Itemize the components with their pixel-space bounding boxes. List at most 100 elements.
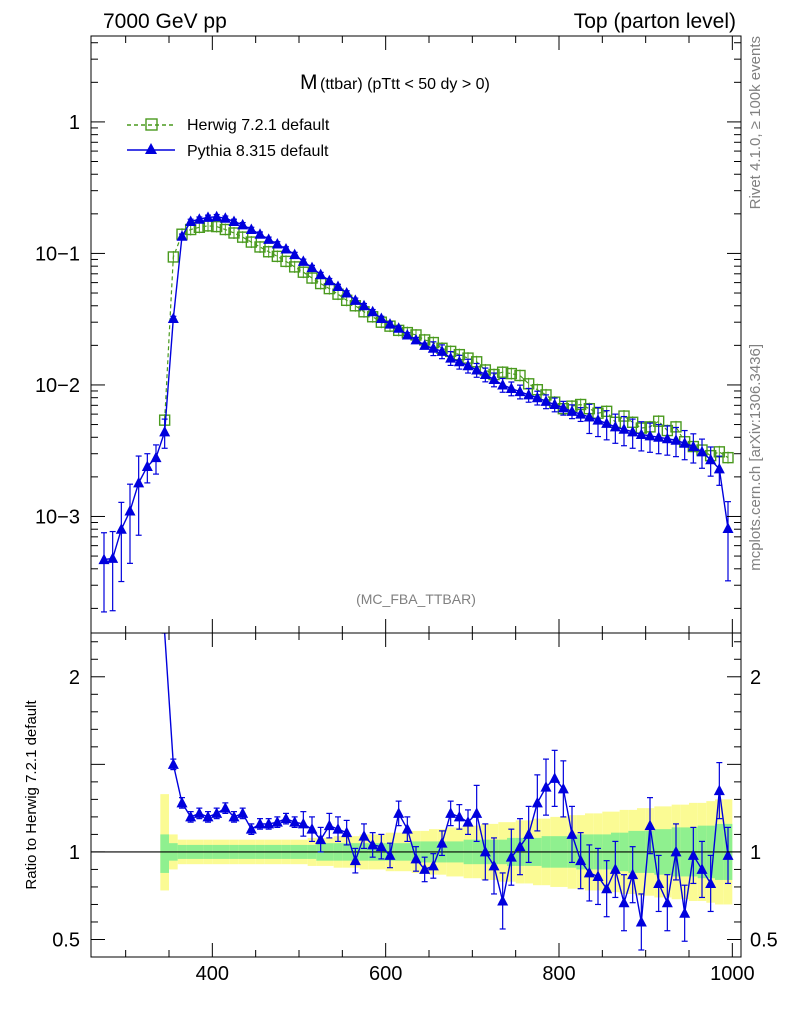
ratio-pythia-point: [670, 845, 682, 857]
pythia-point: [193, 213, 205, 224]
ratio-pythia-point: [514, 840, 526, 852]
herwig-point: [505, 367, 518, 380]
ratio-pythia-point: [245, 823, 257, 834]
ratio-pythia-point: [471, 807, 483, 818]
ratio-pythia-point: [679, 907, 691, 918]
herwig-point: [514, 369, 526, 382]
ratio-pythia-group: [161, 633, 734, 951]
herwig-point: [219, 223, 232, 236]
pythia-point: [176, 230, 188, 241]
ratio-pythia-point: [575, 854, 587, 866]
pythia-point: [575, 408, 587, 419]
pythia-point: [497, 378, 509, 390]
ratio-pythia-point: [592, 870, 604, 881]
pythia-point: [661, 432, 673, 444]
pythia-point: [531, 391, 543, 403]
ratio-pythia-point: [419, 863, 431, 874]
ratio-frame: [90, 632, 742, 958]
ratio-pythia-point: [661, 896, 673, 908]
pythia-point: [332, 280, 344, 292]
pythia-point: [419, 339, 431, 350]
ratio-axes: 400 600 800 1000 0.5 0.5 1 1 2 2: [52, 633, 778, 985]
pythia-point: [315, 268, 327, 280]
ratio-data-layer: [91, 633, 741, 951]
ratio-pythia-point: [202, 810, 214, 822]
legend-marker-herwig: [145, 118, 158, 131]
pythia-point: [696, 445, 708, 457]
pythia-point: [341, 287, 353, 298]
ratio-pythia-point: [375, 840, 387, 852]
pythia-point: [601, 417, 613, 428]
ratio-pythia-point: [289, 816, 301, 827]
pythia-point: [687, 440, 699, 452]
pythia-point: [384, 318, 396, 329]
pythia-point: [592, 414, 604, 425]
ratio-pythia-point: [427, 859, 439, 871]
ratio-pythia-point: [713, 784, 725, 796]
ratio-pythia-point: [705, 877, 717, 888]
herwig-point: [722, 451, 734, 464]
pythia-point: [98, 553, 110, 565]
ratio-pythia-point: [566, 828, 578, 839]
ratio-pythia-point: [618, 896, 630, 908]
pythia-point: [722, 522, 734, 534]
ratio-pythia-point: [332, 823, 344, 834]
pythia-point: [254, 228, 266, 239]
ratio-pythia-point: [323, 819, 335, 831]
legend-entry-herwig: Herwig 7.2.1 default: [127, 117, 330, 134]
pythia-point: [488, 373, 500, 385]
x-tick-label: 800: [542, 963, 575, 985]
pythia-point: [436, 345, 448, 356]
pythia-point: [566, 405, 578, 416]
pythia-line: [103, 216, 729, 561]
pythia-point: [453, 355, 465, 367]
pythia-point: [479, 368, 491, 380]
main-axes: 10−3 10−2 10−1 1: [35, 36, 741, 633]
ratio-pythia-point: [531, 796, 543, 808]
pythia-point: [679, 437, 691, 448]
ratio-pythia-point: [453, 810, 465, 822]
pythia-point: [133, 476, 145, 488]
ratio-pythia-point: [635, 915, 647, 927]
pythia-point: [653, 431, 665, 442]
ratio-pythia-point: [436, 837, 448, 848]
ratio-pythia-point: [462, 816, 474, 827]
ratio-ytick-label-right: 2: [750, 667, 761, 689]
ratio-pythia-point: [583, 866, 595, 878]
x-tick-label: 1000: [710, 963, 755, 985]
ratio-pythia-point: [185, 810, 197, 822]
ratio-pythia-point: [306, 823, 318, 834]
ratio-pythia-point: [653, 877, 665, 888]
pythia-point: [540, 395, 552, 406]
pythia-point: [271, 237, 283, 249]
pythia-point: [514, 385, 526, 397]
pythia-point: [219, 212, 231, 223]
pythia-point: [228, 215, 240, 226]
pythia-point: [306, 261, 318, 273]
pythia-point: [141, 460, 153, 471]
pythia-point: [505, 382, 517, 393]
pythia-point: [202, 211, 214, 222]
pythia-point: [115, 523, 127, 534]
main-panel: 10−3 10−2 10−1 1 M (ttbar) (pTtt < 50 dy > …: [35, 35, 742, 634]
pythia-point: [557, 401, 569, 413]
ratio-band-inner: [160, 834, 169, 873]
ratio-pythia-point: [601, 882, 613, 894]
ratio-ytick-label-right: 1: [750, 842, 761, 864]
pythia-point: [627, 425, 639, 437]
ratio-pythia-point: [211, 807, 223, 818]
ratio-pythia-point: [644, 819, 656, 831]
ratio-pythia-point: [384, 849, 396, 860]
ratio-pythia-point: [271, 816, 283, 827]
pythia-point: [462, 359, 474, 371]
ratio-pythia-point: [228, 810, 240, 822]
ratio-pythia-point: [549, 772, 561, 783]
herwig-point: [496, 366, 509, 378]
ratio-pythia-point: [393, 807, 405, 818]
pythia-point: [713, 462, 725, 474]
pythia-point: [644, 429, 656, 441]
pythia-point: [670, 434, 682, 445]
ratio-pythia-point: [401, 823, 413, 834]
x-tick-label: 400: [196, 963, 229, 985]
ratio-ytick-label: 0.5: [52, 929, 80, 951]
